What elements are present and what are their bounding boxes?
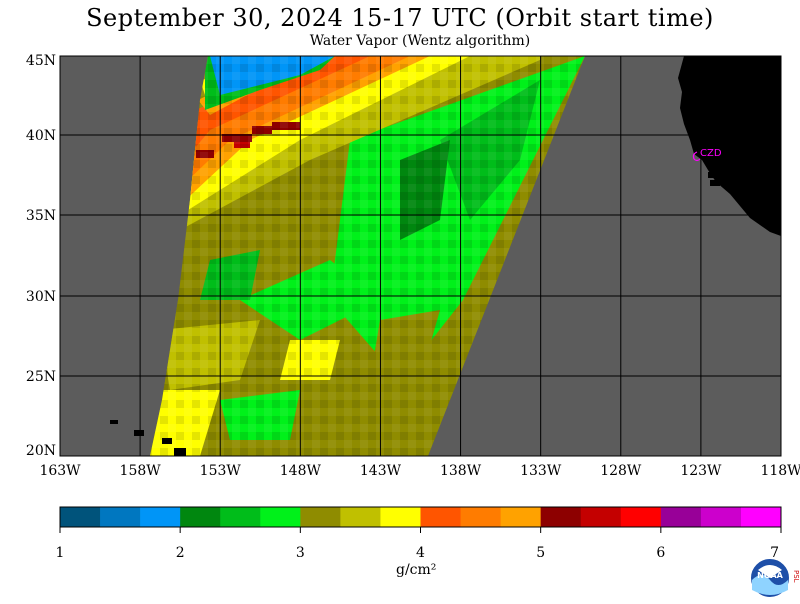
chart-subtitle: Water Vapor (Wentz algorithm) — [309, 33, 531, 49]
colorbar — [59, 506, 782, 528]
colorbar-tick-label: 3 — [296, 545, 305, 561]
colorbar-swatch — [100, 507, 141, 527]
lon-label: 158W — [120, 463, 162, 479]
colorbar-tick-label: 6 — [656, 545, 665, 561]
lat-label: 30N — [26, 289, 56, 305]
colorbar-swatch — [740, 507, 782, 527]
lat-label: 45N — [26, 53, 56, 69]
north-america-land — [678, 56, 781, 236]
lon-label: 148W — [280, 463, 322, 479]
colorbar-swatch — [460, 507, 502, 527]
colorbar-swatch — [500, 507, 542, 527]
lon-label: 153W — [200, 463, 242, 479]
logo-side-text: PSL — [792, 570, 800, 583]
colorbar-swatch — [580, 507, 622, 527]
latitude-labels: 45N 40N 35N 30N 25N 20N — [26, 53, 56, 459]
colorbar-swatch — [540, 507, 582, 527]
colorbar-swatch — [660, 507, 702, 527]
colorbar-swatch — [180, 507, 221, 527]
colorbar-swatch — [420, 507, 462, 527]
lon-label: 118W — [760, 463, 800, 479]
colorbar-swatch — [140, 507, 181, 527]
colorbar-swatch — [380, 507, 421, 527]
lat-label: 25N — [26, 369, 56, 385]
colorbar-tick-label: 1 — [56, 545, 65, 561]
colorbar-swatch — [60, 507, 101, 527]
lon-label: 123W — [680, 463, 722, 479]
hawaii-land — [110, 420, 186, 456]
longitude-labels: 163W 158W 153W 148W 143W 138W 133W 128W 123W 118W — [39, 463, 800, 479]
map-frame — [59, 55, 782, 457]
lon-label: 128W — [600, 463, 642, 479]
colorbar-units: g/cm² — [396, 562, 437, 578]
colorbar-swatch — [340, 507, 381, 527]
graticule — [60, 56, 781, 456]
lon-label: 163W — [39, 463, 81, 479]
colorbar-swatch — [220, 507, 261, 527]
lon-label: 133W — [520, 463, 562, 479]
lon-label: 143W — [360, 463, 402, 479]
colorbar-swatch — [700, 507, 742, 527]
noaa-logo: NOAA PSL — [748, 556, 800, 600]
colorbar-tick-label: 5 — [536, 545, 545, 561]
logo-text: NOAA — [757, 571, 783, 580]
colorbar-tick-label: 7 — [770, 545, 779, 561]
colorbar-swatch — [620, 507, 662, 527]
station-marker-czd: CZD — [692, 148, 722, 162]
colorbar-tick-label: 4 — [416, 545, 425, 561]
chart-title: September 30, 2024 15-17 UTC (Orbit star… — [86, 4, 714, 32]
lat-label: 20N — [26, 443, 56, 459]
noaa-emblem-icon: NOAA PSL — [749, 557, 800, 599]
lon-label: 138W — [440, 463, 482, 479]
colorbar-tick-labels: 1 2 3 4 5 6 7 — [56, 527, 782, 561]
colorbar-tick-label: 2 — [176, 545, 185, 561]
colorbar-swatch — [260, 507, 301, 527]
colorbar-swatch — [300, 507, 341, 527]
lat-label: 40N — [26, 128, 56, 144]
station-label: CZD — [700, 148, 722, 159]
lat-label: 35N — [26, 208, 56, 224]
